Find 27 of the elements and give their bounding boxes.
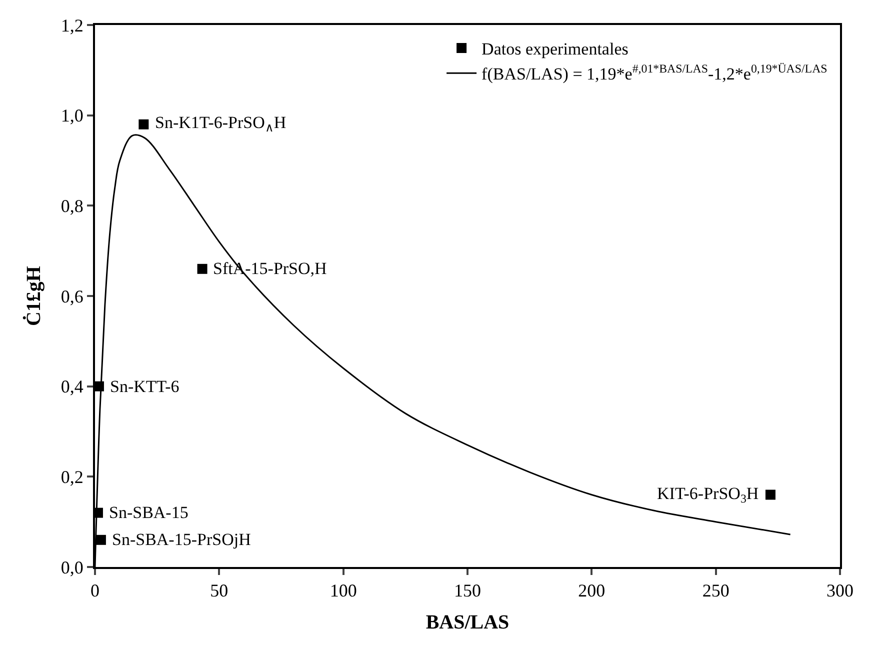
x-tick-label: 50 — [210, 580, 228, 601]
point — [138, 119, 149, 130]
annotation: Sn-KTT-6 — [110, 377, 180, 396]
point — [197, 264, 208, 274]
legend-label: f(BAS/LAS) = 1,19*e$^{#,01*BAS/LAS}$-1,2*e$^{0,19*ÜAS/LAS}$ — [482, 62, 828, 84]
y-tick-label: 0,2 — [60, 466, 84, 487]
x-tick-label: 200 — [578, 580, 606, 601]
annotation: Sn-SBA-15 — [109, 503, 188, 522]
x-tick-label: 100 — [330, 580, 357, 601]
y-tick-label: 0,6 — [60, 286, 84, 306]
y-axis-title: Ċ1£gH — [22, 266, 45, 326]
point — [96, 534, 106, 545]
legend-label: Datos experimentales — [482, 40, 628, 59]
x-tick-label: 300 — [826, 580, 854, 601]
annotation: KIT-6-PrSO$_{3}$H — [657, 484, 759, 506]
x-tick-label: 0 — [90, 580, 100, 601]
annotation: Sn-K1T-6-PrSO$_{∧}$H — [155, 113, 286, 135]
point — [765, 490, 776, 500]
x-tick-label: 250 — [702, 580, 730, 601]
x-tick-label: 150 — [454, 580, 481, 601]
y-tick-label: 1,0 — [60, 106, 84, 126]
annotation: Sn-SBA-15-PrSOjH — [112, 530, 251, 549]
x-axis-title: BAS/LAS — [426, 612, 510, 634]
y-tick-label: 1,2 — [60, 15, 84, 36]
y-tick-label: 0,0 — [60, 557, 84, 578]
y-tick-label: 0,4 — [60, 376, 84, 397]
y-tick-label: 0,8 — [60, 196, 84, 216]
